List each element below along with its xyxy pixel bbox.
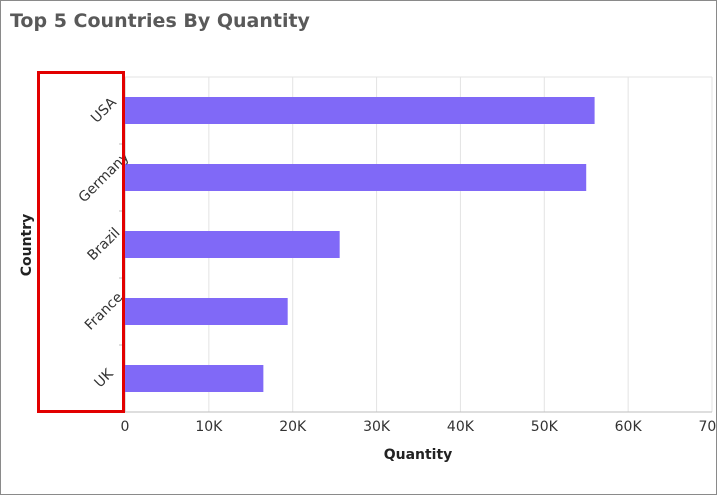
y-axis-title: Country <box>19 214 35 277</box>
x-tick-label: 40K <box>447 419 475 435</box>
y-tick-label: France <box>82 289 126 333</box>
y-tick-label: USA <box>88 94 120 126</box>
x-tick-label: 60K <box>615 419 643 435</box>
x-tick-label: 50K <box>531 419 559 435</box>
bar-usa[interactable] <box>125 97 595 124</box>
bar-uk[interactable] <box>125 365 264 392</box>
y-tick-label: Brazil <box>85 225 124 264</box>
bar-brazil[interactable] <box>125 231 340 258</box>
y-axis-highlight-box <box>37 71 125 413</box>
chart-title: Top 5 Countries By Quantity <box>10 10 310 32</box>
x-tick-labels: 0 10K 20K 30K 40K 50K 60K 70K <box>121 419 716 435</box>
x-axis-title: Quantity <box>384 447 453 463</box>
x-tick-label: 0 <box>121 419 130 435</box>
x-tick-label: 20K <box>279 419 307 435</box>
bars <box>125 97 595 392</box>
bar-germany[interactable] <box>125 164 587 191</box>
x-tick-label: 70K <box>699 419 717 435</box>
x-tick-label: 30K <box>363 419 391 435</box>
x-tick-label: 10K <box>195 419 223 435</box>
bar-france[interactable] <box>125 298 288 325</box>
y-tick-label: UK <box>91 365 117 391</box>
